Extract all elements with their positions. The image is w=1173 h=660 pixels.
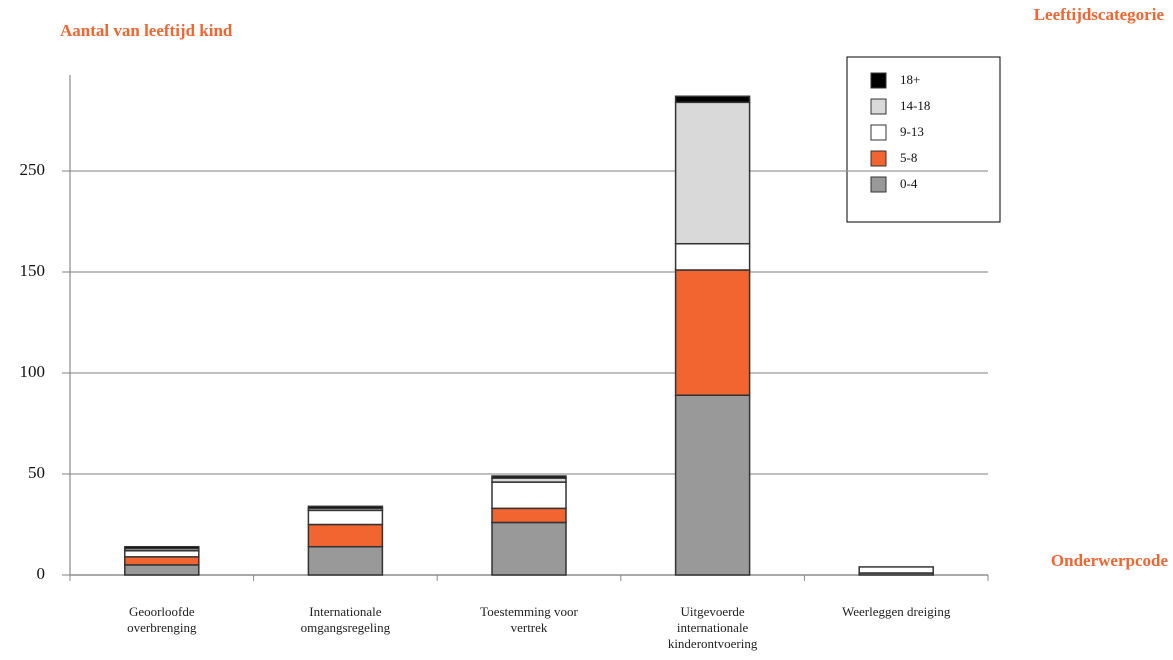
x-axis-title: Onderwerpcode xyxy=(1051,551,1169,570)
y-tick-label: 0 xyxy=(37,564,46,583)
y-tick-label: 250 xyxy=(20,160,46,179)
bar-segment xyxy=(674,101,751,245)
x-tick-label: Geoorloofde overbrenging xyxy=(127,604,197,635)
y-tick-label: 150 xyxy=(20,261,46,280)
legend-swatch xyxy=(870,124,887,141)
bar-segment xyxy=(491,521,567,576)
legend-swatch xyxy=(870,150,887,167)
x-tick-label: Toestemming voor vertrek xyxy=(480,604,578,635)
x-tick-label: Uitgevoerde internationale kinderontvoer… xyxy=(667,604,758,651)
bar-segment xyxy=(491,481,567,510)
legend-box xyxy=(846,56,1001,223)
legend-label: 18+ xyxy=(900,72,920,87)
legend-label: 14-18 xyxy=(900,98,930,113)
legend-swatch xyxy=(870,72,887,89)
bar-segment xyxy=(124,556,200,566)
y-axis-title: Aantal van leeftijd kind xyxy=(60,21,233,40)
bar-segment xyxy=(674,95,751,104)
legend-label: 5-8 xyxy=(900,150,917,165)
legend-title: Leeftijdscategorie xyxy=(1034,5,1165,24)
bar-segment xyxy=(491,507,567,524)
bar-segment xyxy=(491,475,567,479)
legend-label: 9-13 xyxy=(900,124,924,139)
bar-segment xyxy=(307,505,384,510)
bar-segment xyxy=(124,550,200,558)
bar-segment xyxy=(674,269,751,396)
y-tick-label: 100 xyxy=(20,362,46,381)
legend-label: 0-4 xyxy=(900,176,918,191)
bar-segment xyxy=(124,545,200,550)
bar-segment xyxy=(124,564,200,576)
bar-segment xyxy=(674,394,751,576)
legend-swatch xyxy=(870,176,887,193)
bar-segment xyxy=(858,566,934,574)
bar-segment xyxy=(307,545,384,576)
bar-segment xyxy=(307,523,384,548)
bar-segment xyxy=(307,509,384,526)
y-tick-label: 50 xyxy=(28,463,45,482)
legend-swatch xyxy=(870,98,887,115)
bar-segment xyxy=(674,242,751,271)
x-tick-label: Internationale omgangsregeling xyxy=(300,604,391,635)
x-tick-label: Weerleggen dreiging xyxy=(842,604,951,619)
